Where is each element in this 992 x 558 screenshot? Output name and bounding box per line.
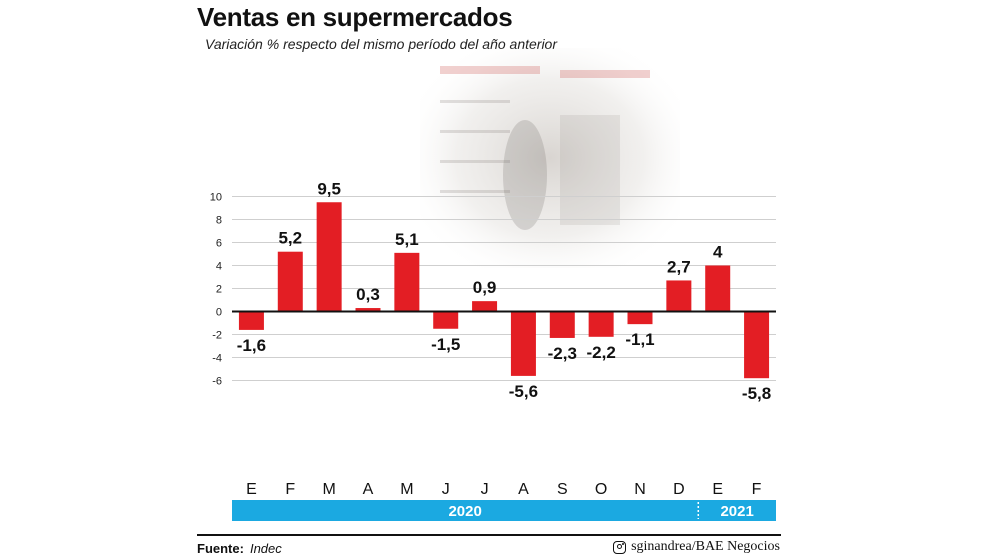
credit-note: sginandrea/BAE Negocios [613,539,780,555]
bar-chart: 10 8 6 4 2 0 -2 -4 -6 -1,6 5,2 9,5 0,3 5,1 -1,5 0,9 -5,… [210,48,776,521]
y-tick-label: 6 [216,238,222,250]
data-label: -5,8 [742,384,771,403]
y-tick-label: 4 [216,261,222,273]
bar [394,252,420,312]
x-tick-label: E [712,481,723,498]
data-label: 5,1 [395,230,419,249]
data-label: 0,9 [473,278,497,297]
chart-title: Ventas en supermercados [197,2,513,32]
bar [627,311,653,325]
year-label: 2020 [448,503,481,520]
source-note: Fuente: Indec [197,541,282,556]
supermarket-photo-background [420,48,680,268]
bar [744,311,770,379]
y-tick-label: 10 [210,192,222,204]
data-label: -1,1 [625,330,654,349]
x-tick-label: A [363,481,374,498]
x-tick-label: N [634,481,646,498]
x-tick-label: F [752,481,762,498]
x-tick-label: M [400,481,413,498]
y-tick-label: 0 [216,307,222,319]
x-tick-label: M [322,481,335,498]
bar [705,265,731,312]
x-tick-label: S [557,481,568,498]
x-tick-label: F [285,481,295,498]
x-tick-label: A [518,481,529,498]
data-label: 0,3 [356,285,380,304]
bar [666,280,692,312]
data-label: 9,5 [317,179,341,198]
data-label: -2,2 [586,343,615,362]
data-label: 4 [713,243,723,262]
source-value: Indec [249,541,282,556]
footer-divider [197,534,781,536]
bar [238,311,264,330]
x-tick-label: J [442,481,450,498]
x-tick-label: D [673,481,685,498]
year-band [232,500,776,521]
y-tick-label: -2 [212,330,222,342]
data-label: -1,6 [237,336,266,355]
bar [588,311,614,337]
y-tick-label: -6 [212,376,222,388]
x-tick-label: E [246,481,257,498]
bar [549,311,575,338]
credit-text: sginandrea/BAE Negocios [631,539,780,554]
bar [316,202,342,312]
source-label: Fuente: [197,541,244,556]
instagram-icon [613,540,627,554]
year-label: 2021 [720,503,753,520]
y-tick-label: -4 [212,353,222,365]
bar [355,308,381,312]
data-label: 5,2 [278,229,302,248]
data-label: -2,3 [548,344,577,363]
x-tick-label: J [481,481,489,498]
data-label: 2,7 [667,257,691,276]
x-tick-label: O [595,481,607,498]
y-tick-label: 8 [216,215,222,227]
data-label: -1,5 [431,335,460,354]
y-tick-label: 2 [216,284,222,296]
bar [277,251,303,312]
bar [510,311,536,376]
data-label: -5,6 [509,382,538,401]
bar [472,301,498,312]
bar [433,311,459,329]
